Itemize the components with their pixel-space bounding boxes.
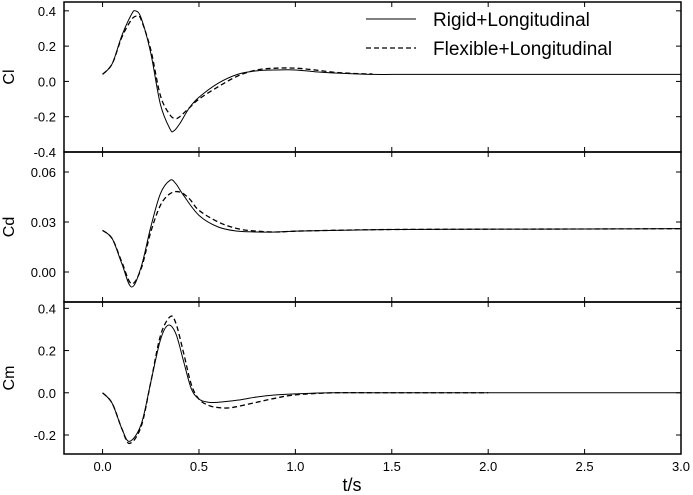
y-axis-label: Cm <box>1 366 18 391</box>
panels: -0.4 -0.2 0.0 0.2 0.4 Cl 0.00 0.03 0.06 Cd -0.2 0.0… <box>1 1 690 474</box>
y-tick-label: 0.00 <box>31 265 56 280</box>
y-tick-label: -0.4 <box>34 145 56 160</box>
plot-frame <box>63 151 682 303</box>
plot-frame <box>63 301 682 455</box>
y-tick-label: 0.06 <box>31 165 56 180</box>
series-line-flexible <box>102 15 373 120</box>
y-tick-label: 0.4 <box>38 4 56 19</box>
y-axis-label: Cd <box>1 217 18 237</box>
y-tick-label: 0.0 <box>38 386 56 401</box>
x-tick-label: 2.5 <box>576 459 594 474</box>
x-tick-label: 2.0 <box>479 459 497 474</box>
x-tick-label: 1.0 <box>286 459 304 474</box>
y-tick-label: -0.2 <box>34 428 56 443</box>
x-tick-label: 1.5 <box>383 459 401 474</box>
series-line-rigid <box>102 179 682 288</box>
y-tick-label: 0.2 <box>38 39 56 54</box>
legend: Rigid+Longitudinal Flexible+Longitudinal <box>366 10 612 60</box>
y-tick-label: -0.2 <box>34 110 56 125</box>
y-tick-label: 0.03 <box>31 215 56 230</box>
series-line-flexible <box>102 315 489 445</box>
series-line-rigid <box>102 10 681 133</box>
y-tick-label: 0.0 <box>38 74 56 89</box>
series-line-flexible <box>102 190 682 285</box>
panel-cm: -0.2 0.0 0.2 0.4 0.0 0.5 1.0 1.5 2.0 2.5 3.0 Cm <box>1 301 690 474</box>
panel-cd: 0.00 0.03 0.06 Cd <box>1 151 682 303</box>
legend-label-flexible: Flexible+Longitudinal <box>433 39 612 60</box>
y-tick-label: 0.4 <box>38 301 56 316</box>
x-tick-label: 3.0 <box>672 459 690 474</box>
y-tick-label: 0.2 <box>38 344 56 359</box>
legend-label-rigid: Rigid+Longitudinal <box>433 10 590 31</box>
series-line-rigid <box>102 324 681 442</box>
y-axis-label: Cl <box>1 69 18 84</box>
x-tick-label: 0.5 <box>190 459 208 474</box>
x-axis-label: t/s <box>342 475 361 495</box>
x-tick-label: 0.0 <box>94 459 112 474</box>
